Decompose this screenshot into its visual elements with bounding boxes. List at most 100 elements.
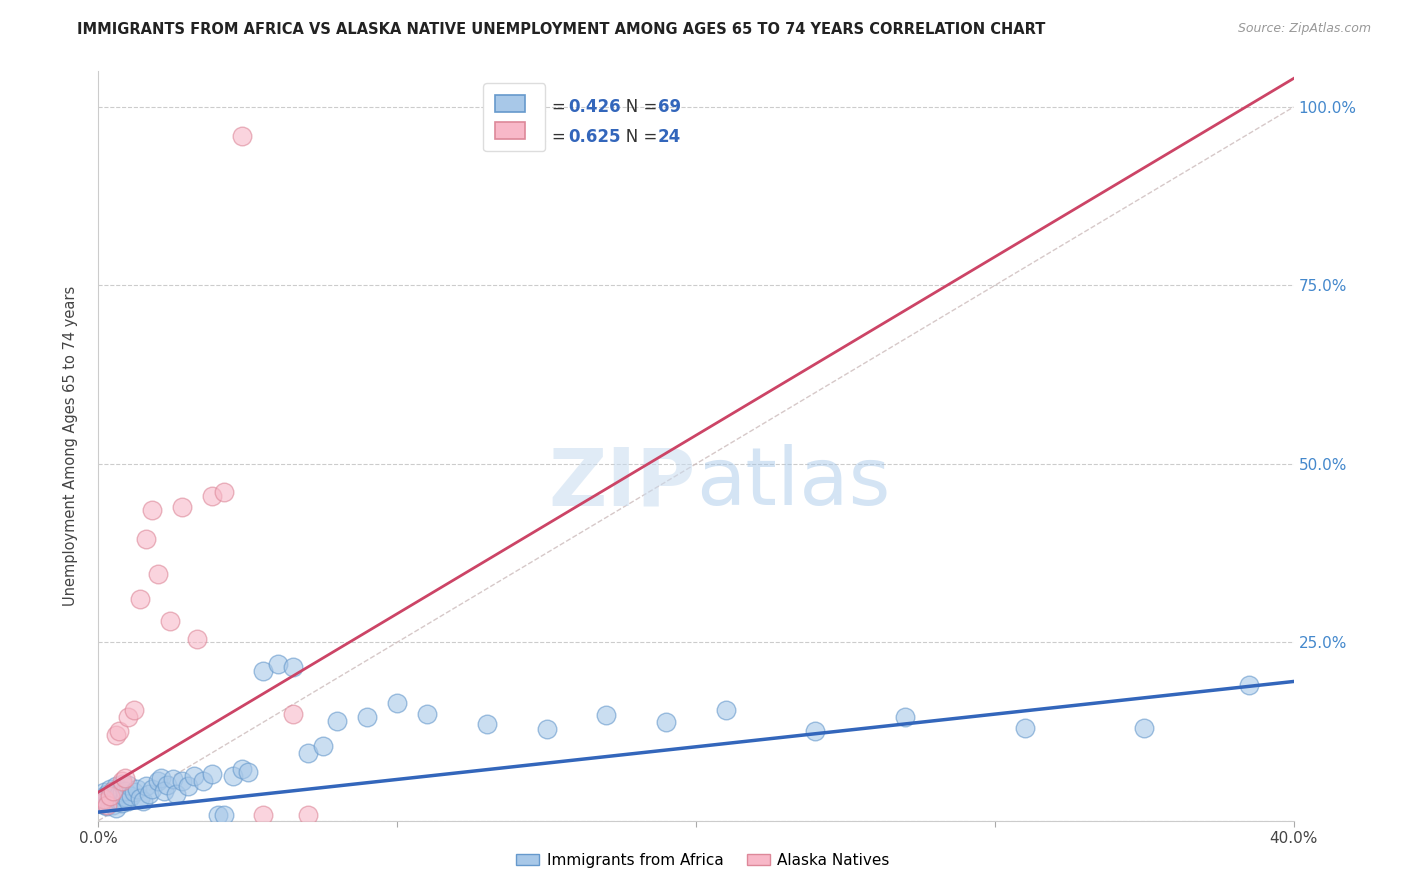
Point <box>98 790 122 805</box>
Point <box>103 783 125 797</box>
Point <box>150 771 173 785</box>
Point <box>281 706 304 721</box>
Point <box>183 769 205 783</box>
Point <box>356 710 378 724</box>
Point <box>655 715 678 730</box>
Point <box>165 787 187 801</box>
Point <box>172 774 194 789</box>
Point <box>124 703 146 717</box>
Point <box>98 789 122 803</box>
Point <box>297 808 319 822</box>
Point <box>111 776 134 790</box>
Point <box>153 783 176 797</box>
Point <box>117 710 139 724</box>
Point <box>90 792 112 806</box>
Point <box>127 781 149 796</box>
Point <box>148 774 170 789</box>
Point <box>159 614 181 628</box>
Point <box>385 696 409 710</box>
Point <box>267 657 290 671</box>
Point <box>191 774 214 789</box>
Point <box>212 485 235 500</box>
Point <box>117 778 139 792</box>
Legend: , : , <box>484 84 546 152</box>
Point <box>90 796 112 810</box>
Point <box>114 790 136 805</box>
Point <box>172 500 194 514</box>
Text: N =: N = <box>610 97 662 116</box>
Point <box>96 797 118 812</box>
Point <box>714 703 737 717</box>
Point <box>326 714 349 728</box>
Point <box>132 794 155 808</box>
Point <box>236 765 259 780</box>
Point <box>311 739 333 753</box>
Point <box>416 706 439 721</box>
Point <box>108 787 131 801</box>
Point <box>252 664 274 678</box>
Y-axis label: Unemployment Among Ages 65 to 74 years: Unemployment Among Ages 65 to 74 years <box>63 285 77 607</box>
Text: 0.625: 0.625 <box>568 128 620 145</box>
Point <box>141 781 163 796</box>
Text: ZIP: ZIP <box>548 444 696 523</box>
Point <box>98 781 122 796</box>
Point <box>186 632 208 646</box>
Point <box>138 787 160 801</box>
Point <box>108 794 131 808</box>
Text: R =: R = <box>534 97 571 116</box>
Text: IMMIGRANTS FROM AFRICA VS ALASKA NATIVE UNEMPLOYMENT AMONG AGES 65 TO 74 YEARS C: IMMIGRANTS FROM AFRICA VS ALASKA NATIVE … <box>77 22 1046 37</box>
Point <box>105 789 128 803</box>
Point <box>894 710 917 724</box>
Point <box>135 780 157 794</box>
Point <box>201 767 224 781</box>
Point <box>111 796 134 810</box>
Text: R =: R = <box>534 128 571 145</box>
Point <box>108 724 131 739</box>
Point <box>96 794 118 808</box>
Point <box>231 762 253 776</box>
Point <box>129 592 152 607</box>
Point <box>93 789 115 803</box>
Point <box>141 503 163 517</box>
Point <box>114 783 136 797</box>
Point <box>156 778 179 792</box>
Point <box>120 789 142 803</box>
Text: atlas: atlas <box>696 444 890 523</box>
Point <box>536 723 558 737</box>
Point <box>475 717 498 731</box>
Point <box>93 792 115 806</box>
Text: Source: ZipAtlas.com: Source: ZipAtlas.com <box>1237 22 1371 36</box>
Point <box>595 708 617 723</box>
Point <box>90 796 112 810</box>
Text: 69: 69 <box>658 97 681 116</box>
Point <box>281 660 304 674</box>
Point <box>124 785 146 799</box>
Point <box>111 774 134 789</box>
Point <box>1237 678 1260 692</box>
Point <box>103 797 125 812</box>
Point <box>129 790 152 805</box>
Point <box>148 567 170 582</box>
Point <box>93 797 115 812</box>
Point <box>1133 721 1156 735</box>
Point <box>117 794 139 808</box>
Point <box>96 787 118 801</box>
Point <box>103 792 125 806</box>
Point <box>105 801 128 815</box>
Point <box>222 769 245 783</box>
Point <box>98 796 122 810</box>
Point <box>162 772 184 787</box>
Point <box>135 532 157 546</box>
Point <box>212 808 235 822</box>
Point <box>201 489 224 503</box>
Point <box>105 728 128 742</box>
Text: N =: N = <box>610 128 662 145</box>
Point <box>96 799 118 814</box>
Point <box>114 771 136 785</box>
Text: 24: 24 <box>658 128 681 145</box>
Point <box>804 724 827 739</box>
Point <box>103 783 125 797</box>
Text: 0.426: 0.426 <box>568 97 620 116</box>
Point <box>1014 721 1036 735</box>
Point <box>93 785 115 799</box>
